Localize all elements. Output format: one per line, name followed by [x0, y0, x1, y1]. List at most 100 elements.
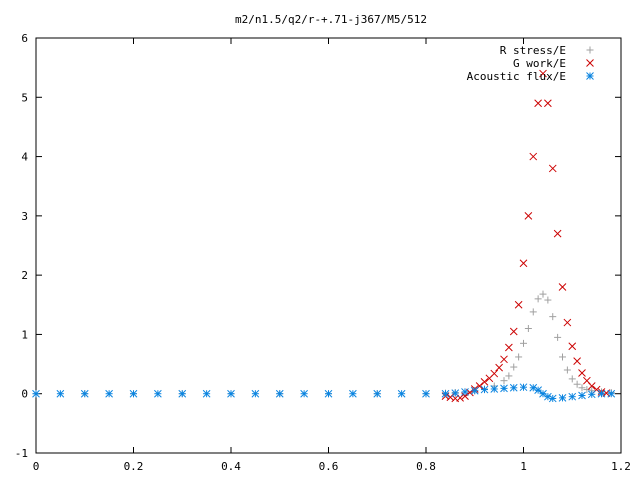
- y-tick-label: 4: [21, 151, 28, 164]
- acoustic-flux-e-point: [509, 383, 518, 392]
- g-work-e-point: [534, 99, 542, 108]
- r-stress-e-point: [544, 296, 552, 304]
- acoustic-flux-e-point: [373, 389, 382, 398]
- r-stress-e-point: [559, 353, 566, 361]
- y-tick-label: 6: [21, 32, 28, 45]
- r-stress-e-point: [500, 377, 508, 385]
- acoustic-flux-e-point: [529, 383, 538, 392]
- acoustic-flux-e-point: [422, 389, 430, 398]
- r-stress-e-point: [568, 375, 576, 383]
- g-work-e-point: [558, 283, 567, 291]
- y-tick-label: 3: [21, 210, 28, 223]
- acoustic-flux-e-point: [558, 394, 567, 402]
- r-stress-e-point: [549, 313, 557, 321]
- acoustic-flux-e-point: [451, 389, 460, 397]
- g-work-e-point: [500, 355, 508, 364]
- x-tick-label: 0.8: [416, 460, 436, 473]
- acoustic-flux-e-point: [227, 389, 235, 398]
- r-stress-e-point: [563, 366, 571, 374]
- chart-title: m2/n1.5/q2/r-+.71-j367/M5/512: [235, 13, 427, 26]
- g-work-e-point: [544, 99, 552, 108]
- x-tick-label: 1: [520, 460, 527, 473]
- acoustic-flux-e-point: [578, 391, 586, 400]
- legend-marker: [586, 72, 594, 80]
- g-work-e-point: [519, 259, 528, 268]
- g-work-e-point: [446, 393, 455, 402]
- acoustic-flux-e-point: [324, 389, 333, 398]
- g-work-e-point: [539, 69, 547, 78]
- y-tick-label: 5: [21, 91, 28, 104]
- g-work-e-point: [568, 342, 577, 351]
- legend-label: Acoustic flux/E: [467, 70, 566, 83]
- acoustic-flux-e-point: [80, 389, 89, 398]
- acoustic-flux-e-point: [568, 392, 577, 401]
- r-stress-e-point: [573, 380, 581, 388]
- r-stress-e-point: [520, 339, 527, 347]
- r-stress-e-point: [554, 333, 562, 341]
- legend-marker: [586, 46, 594, 54]
- g-work-e-point: [553, 229, 562, 238]
- x-tick-label: 1.2: [611, 460, 631, 473]
- acoustic-flux-e-point: [129, 389, 138, 398]
- legend-marker: [586, 59, 594, 67]
- g-work-e-point: [578, 369, 586, 377]
- data-points: [32, 69, 616, 403]
- x-tick-label: 0.4: [221, 460, 241, 473]
- axis-ticks: 0 0.2 0.4 0.6 0.8 1 1.2 -1 0 1 2 3 4 5 6: [15, 32, 631, 473]
- r-stress-e-point: [539, 290, 547, 298]
- g-work-e-point: [480, 378, 489, 386]
- acoustic-flux-e-point: [441, 389, 450, 398]
- r-stress-e-point: [524, 325, 532, 332]
- g-work-e-point: [495, 363, 503, 372]
- acoustic-flux-e-point: [607, 389, 616, 398]
- y-tick-label: 1: [21, 328, 28, 341]
- x-tick-label: 0: [33, 460, 40, 473]
- r-stress-e-point: [578, 384, 586, 392]
- r-stress-e-point: [515, 353, 523, 361]
- acoustic-flux-e-point: [105, 389, 113, 398]
- r-stress-e-point: [529, 308, 537, 316]
- acoustic-flux-e-point: [154, 389, 162, 398]
- acoustic-flux-e-point: [587, 390, 596, 399]
- g-work-e-point: [548, 164, 557, 173]
- acoustic-flux-e-point: [178, 389, 187, 398]
- g-work-e-point: [563, 318, 572, 327]
- g-work-e-point: [509, 327, 518, 336]
- r-stress-e-point: [505, 372, 513, 380]
- acoustic-flux-e-point: [349, 389, 357, 398]
- g-work-e-point: [524, 212, 533, 220]
- acoustic-flux-e-point: [500, 384, 508, 393]
- acoustic-flux-e-point: [251, 389, 260, 398]
- acoustic-flux-e-point: [461, 388, 469, 396]
- r-stress-e-point: [510, 363, 518, 371]
- acoustic-flux-e-point: [544, 392, 552, 401]
- x-tick-label: 0.6: [319, 460, 339, 473]
- acoustic-flux-e-point: [300, 389, 308, 398]
- acoustic-flux-e-point: [56, 389, 65, 398]
- legend-label: R stress/E: [500, 44, 566, 57]
- acoustic-flux-e-point: [597, 389, 606, 398]
- acoustic-flux-e-point: [480, 385, 489, 394]
- g-work-e-point: [505, 343, 513, 352]
- r-stress-e-point: [534, 295, 542, 303]
- acoustic-flux-e-point: [32, 389, 40, 398]
- acoustic-flux-e-point: [470, 386, 479, 395]
- acoustic-flux-e-point: [534, 386, 542, 395]
- legend-label: G work/E: [513, 57, 566, 70]
- g-work-e-point: [587, 382, 596, 390]
- acoustic-flux-e-point: [519, 383, 528, 392]
- g-work-e-point: [514, 300, 523, 309]
- r-stress-e-point: [583, 386, 591, 394]
- y-tick-label: 2: [21, 269, 28, 282]
- y-tick-label: 0: [21, 388, 28, 401]
- g-work-e-point: [573, 357, 581, 365]
- acoustic-flux-e-point: [202, 389, 211, 398]
- g-work-e-point: [490, 369, 499, 378]
- acoustic-flux-e-point: [490, 385, 499, 393]
- acoustic-flux-e-point: [275, 389, 284, 398]
- y-tick-label: -1: [15, 447, 28, 460]
- x-tick-label: 0.2: [124, 460, 144, 473]
- acoustic-flux-e-point: [397, 389, 406, 398]
